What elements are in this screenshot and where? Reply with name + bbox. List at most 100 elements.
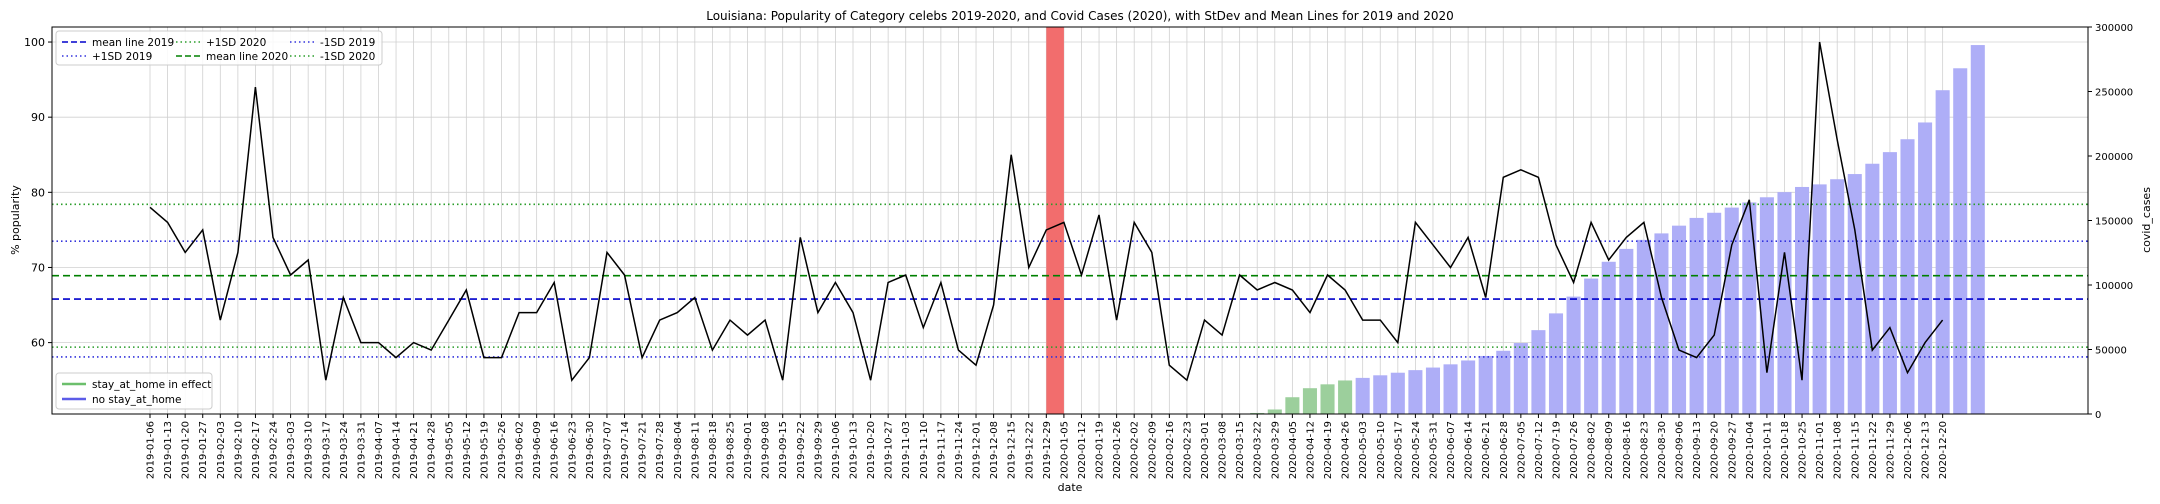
x-tick-label: 2019-05-05	[444, 421, 455, 479]
x-tick-label: 2020-02-16	[1165, 421, 1176, 479]
covid-bars	[1250, 45, 1985, 415]
covid-bar	[1461, 360, 1476, 414]
x-tick-label: 2020-10-25	[1798, 421, 1809, 479]
x-tick-label: 2019-05-19	[479, 421, 490, 479]
x-tick-label: 2020-04-12	[1305, 421, 1316, 479]
covid-bar	[1601, 261, 1616, 414]
legend-label: mean line 2019	[92, 37, 174, 49]
covid-bar	[1830, 179, 1845, 414]
covid-bar	[1882, 152, 1897, 414]
x-tick-label: 2020-10-18	[1780, 421, 1791, 479]
y-tick-label: 90	[31, 111, 45, 124]
x-tick-label: 2020-09-27	[1727, 421, 1738, 479]
popularity-line	[149, 41, 1944, 382]
x-tick-label: 2019-10-06	[831, 421, 842, 479]
x-tick-label: 2020-05-17	[1393, 421, 1404, 479]
x-tick-label: 2020-01-05	[1059, 421, 1070, 479]
x-tick-label: 2020-01-12	[1077, 421, 1088, 479]
y2-tick-label: 200000	[2095, 152, 2133, 163]
covid-bar	[1724, 207, 1739, 414]
x-tick-label: 2019-07-21	[638, 421, 649, 479]
x-tick-label: 2020-09-20	[1710, 421, 1721, 479]
x-tick-label: 2019-08-18	[708, 421, 719, 479]
covid-bar	[1267, 409, 1282, 414]
covid-bar	[1759, 197, 1774, 414]
covid-bar	[1777, 192, 1792, 414]
x-tick-label: 2019-04-28	[427, 421, 438, 479]
x-tick-label: 2019-09-29	[813, 421, 824, 479]
x-tick-label: 2020-03-15	[1235, 421, 1246, 479]
covid-bar	[1302, 388, 1317, 414]
x-tick-label: 2020-08-16	[1622, 421, 1633, 479]
x-tick-label: 2019-07-07	[602, 421, 613, 479]
highlight-rect	[1046, 27, 1064, 414]
x-tick-label: 2020-07-12	[1534, 421, 1545, 479]
x-tick-label: 2020-02-02	[1130, 421, 1141, 479]
y2-tick-label: 300000	[2095, 23, 2133, 34]
x-tick-label: 2020-10-11	[1762, 421, 1773, 479]
x-tick-label: 2020-05-24	[1411, 421, 1422, 479]
covid-bar	[1250, 412, 1265, 414]
legend-label: stay_at_home in effect	[92, 379, 211, 391]
x-tick-label: 2019-09-15	[778, 421, 789, 479]
x-tick-label: 2020-12-20	[1938, 421, 1949, 479]
x-tick-label: 2020-03-29	[1270, 421, 1281, 479]
y-tick-label: 70	[31, 261, 45, 274]
y-tick-label: 60	[31, 337, 45, 350]
covid-bar	[1320, 384, 1335, 414]
x-tick-label: 2019-09-22	[796, 421, 807, 479]
covid-bar	[1425, 367, 1441, 414]
x-tick-label: 2020-09-13	[1692, 421, 1703, 479]
x-tick-label: 2020-11-22	[1868, 421, 1879, 479]
legend-top: mean line 2019 +1SD 2019 +1SD 2020 mean lin…	[55, 30, 383, 66]
y-tick-label: 80	[31, 186, 45, 199]
x-tick-label: 2019-08-25	[725, 421, 736, 479]
x-tick-label: 2020-06-21	[1481, 421, 1492, 479]
x-tick-label: 2019-11-24	[954, 421, 965, 479]
covid-bar	[1918, 122, 1933, 415]
covid-bar	[1513, 343, 1528, 414]
grid	[52, 27, 2088, 414]
covid-bar	[1496, 350, 1511, 414]
covid-bar	[1970, 45, 1985, 415]
x-tick-label: 2020-11-29	[1885, 421, 1896, 479]
covid-bar	[1566, 296, 1581, 414]
covid-bar	[1285, 397, 1300, 414]
x-tick-label: 2019-08-11	[690, 421, 701, 479]
covid-bar	[1865, 163, 1880, 414]
x-tick-label: 2020-07-26	[1569, 421, 1580, 479]
x-tick-label: 2020-06-07	[1446, 421, 1457, 479]
covid-bar	[1355, 377, 1370, 414]
legend-label: mean line 2020	[206, 51, 288, 63]
x-tick-label: 2019-04-14	[392, 421, 403, 479]
x-tick-label: 2020-07-05	[1516, 421, 1527, 479]
legend-bottom: stay_at_home in effect no stay_at_home	[55, 372, 213, 410]
x-tick-label: 2019-03-17	[321, 421, 332, 479]
covid-bar	[1636, 239, 1651, 414]
covid-bar	[1584, 278, 1599, 414]
legend-label: +1SD 2020	[206, 37, 266, 49]
x-tick-label: 2019-04-21	[409, 421, 420, 479]
x-tick-label: 2020-06-28	[1499, 421, 1510, 479]
x-tick-label: 2019-09-08	[761, 421, 772, 479]
x-tick-label: 2020-04-05	[1288, 421, 1299, 479]
x-tick-label: 2020-04-19	[1323, 421, 1334, 479]
tick-labels: 60 70 80 90 100 0 50000 100000 150000 200000 25000…	[24, 23, 2133, 479]
x-tick-label: 2020-08-02	[1587, 421, 1598, 479]
x-tick-label: 2020-10-04	[1745, 421, 1756, 479]
x-axis-label: date	[1058, 481, 1083, 494]
y2-tick-label: 100000	[2095, 281, 2133, 292]
x-tick-label: 2019-03-31	[356, 421, 367, 479]
x-tick-label: 2019-02-10	[233, 421, 244, 479]
x-tick-label: 2019-12-15	[1007, 421, 1018, 479]
x-tick-label: 2019-12-22	[1024, 421, 1035, 479]
x-tick-label: 2020-11-15	[1850, 421, 1861, 479]
x-tick-label: 2020-08-23	[1639, 421, 1650, 479]
x-tick-label: 2020-03-08	[1218, 421, 1229, 479]
covid-bar	[1742, 202, 1757, 414]
covid-bar	[1373, 375, 1388, 414]
covid-bar	[1900, 139, 1915, 415]
x-tick-label: 2020-05-31	[1428, 421, 1439, 479]
x-tick-label: 2020-01-19	[1095, 421, 1106, 479]
